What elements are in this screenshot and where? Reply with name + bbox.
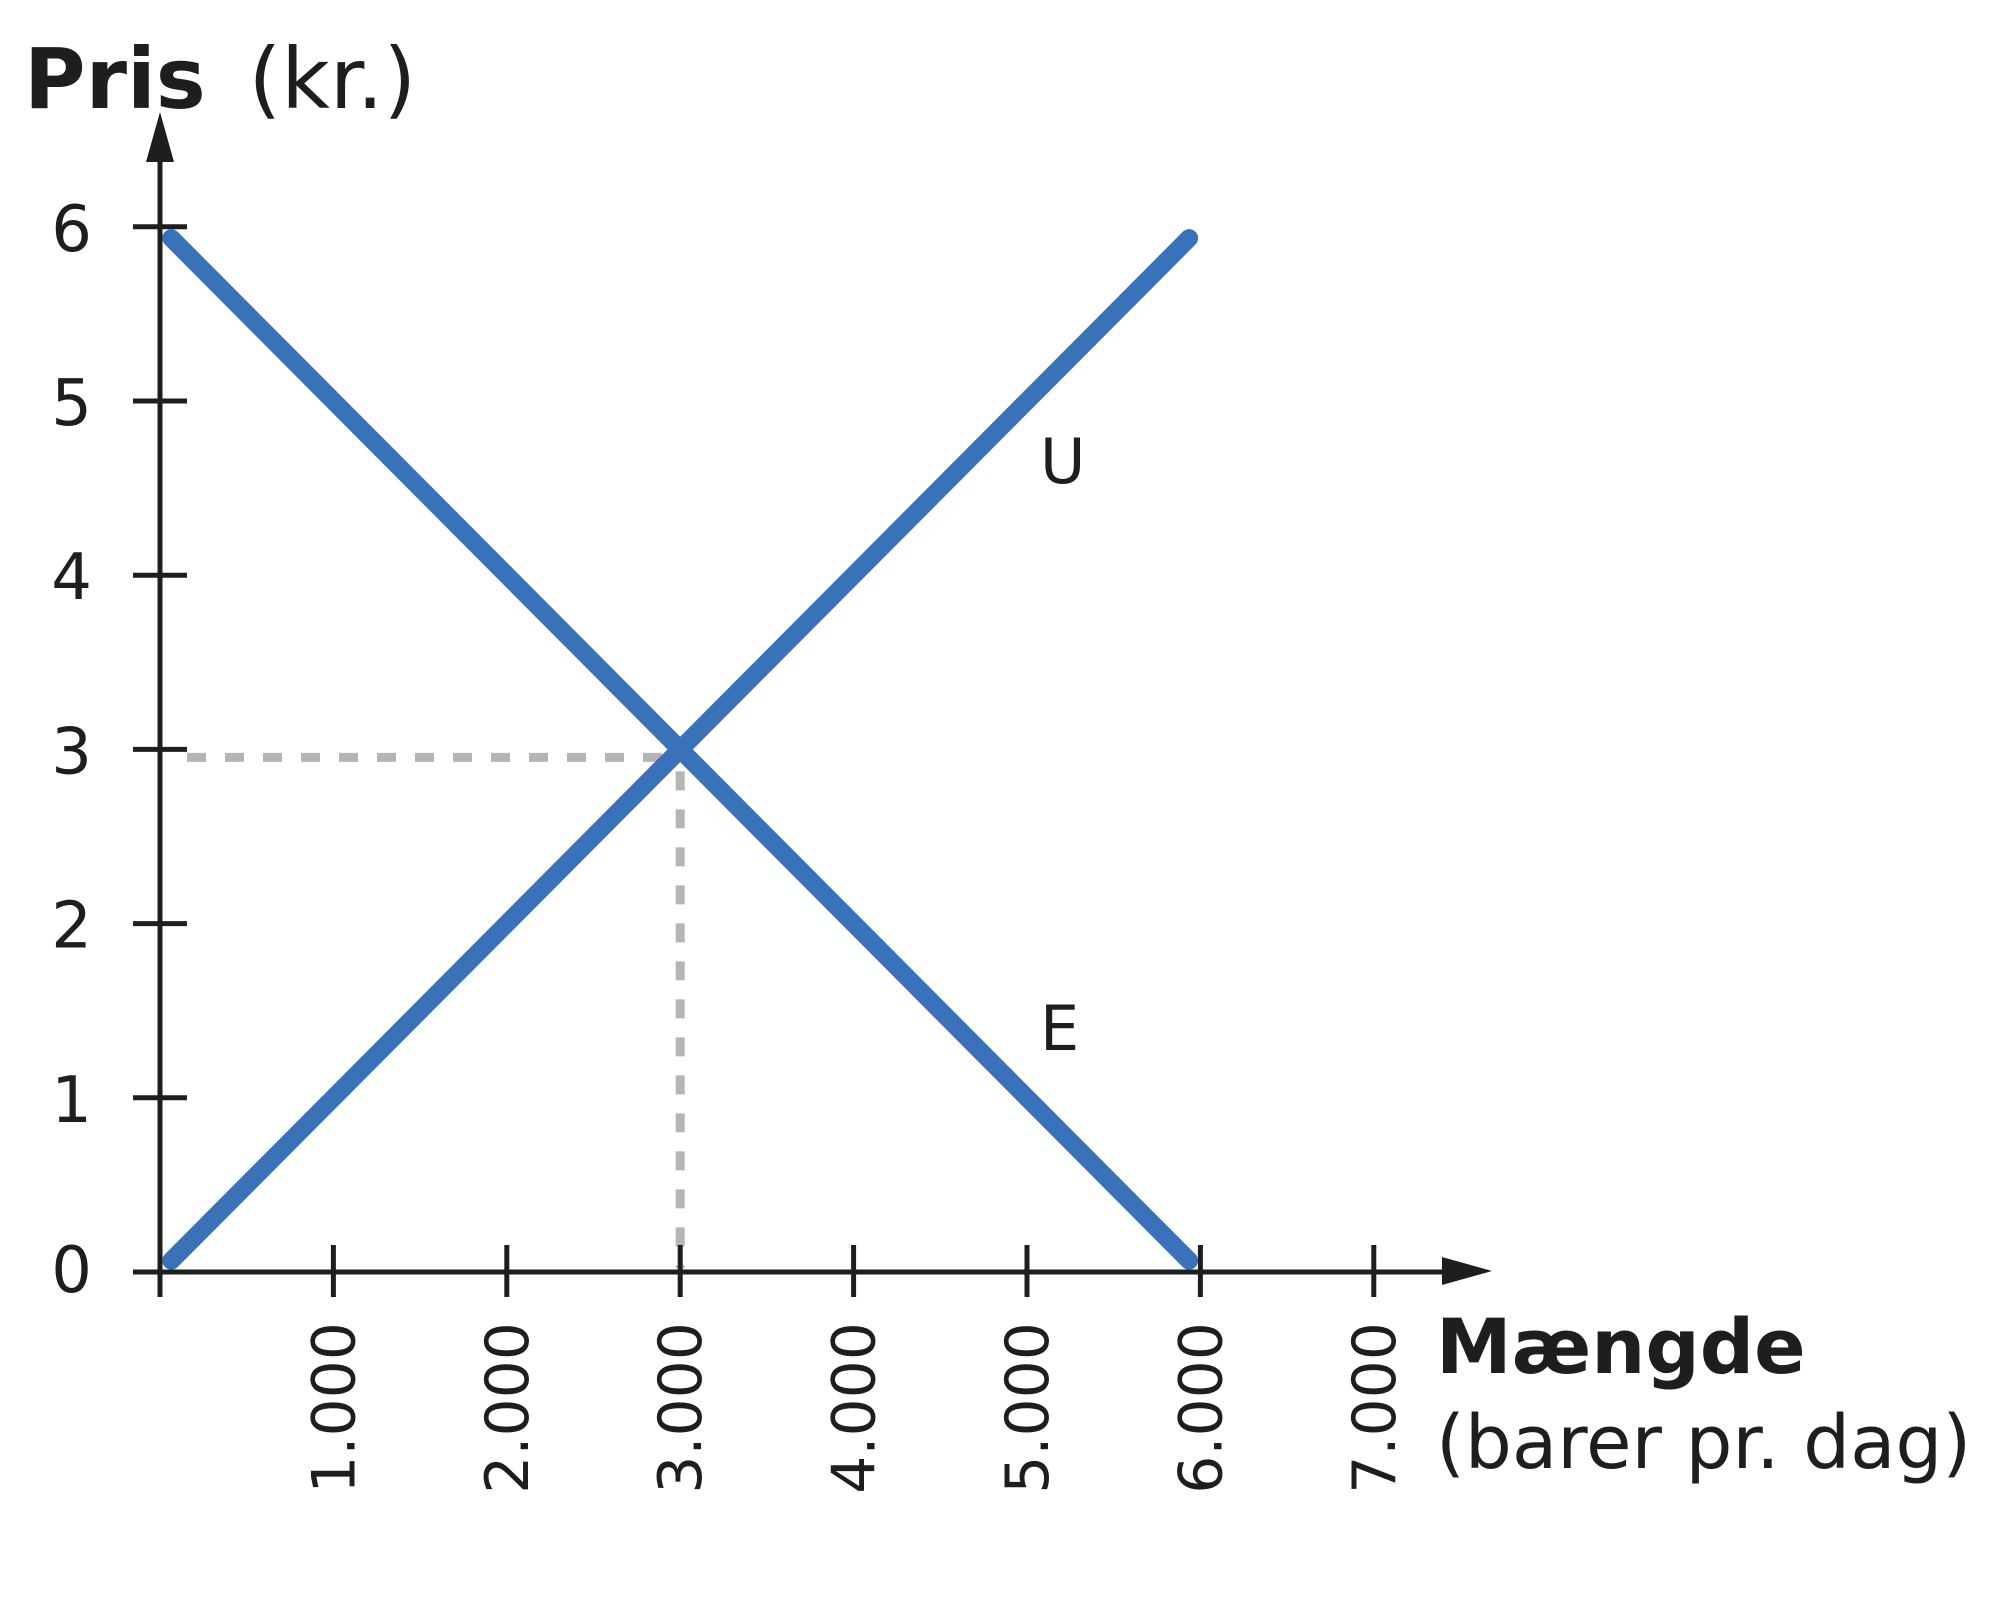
x-axis-title-main: Mængde xyxy=(1436,1302,1806,1391)
x-axis-ticks: 1.000 2.000 3.000 4.000 5.000 6.000 7.000 xyxy=(157,1245,1410,1494)
x-tick-label: 4.000 xyxy=(820,1322,890,1494)
demand-curve-label: E xyxy=(1040,992,1079,1065)
x-axis-arrow-icon xyxy=(1442,1257,1492,1285)
y-tick-label: 1 xyxy=(51,1064,92,1138)
y-tick-label: 4 xyxy=(51,541,92,615)
y-axis-ticks: 0 1 2 3 4 5 6 xyxy=(51,193,187,1308)
y-tick-label: 2 xyxy=(51,890,92,964)
x-tick-label: 5.000 xyxy=(993,1322,1063,1494)
y-axis-arrow-icon xyxy=(146,112,174,162)
x-tick-label: 1.000 xyxy=(299,1322,369,1494)
y-tick-label: 6 xyxy=(51,193,92,267)
x-tick-label: 3.000 xyxy=(646,1322,716,1494)
axes xyxy=(133,112,1492,1296)
x-tick-label: 2.000 xyxy=(473,1322,543,1494)
y-tick-label: 5 xyxy=(51,367,92,441)
x-tick-label: 7.000 xyxy=(1340,1322,1410,1494)
x-tick-label: 6.000 xyxy=(1166,1322,1236,1494)
supply-curve-label: U xyxy=(1040,425,1085,498)
y-axis-title-unit: (kr.) xyxy=(248,30,416,128)
y-tick-label: 3 xyxy=(51,715,92,789)
supply-curve xyxy=(162,229,1199,1270)
y-tick-label: 0 xyxy=(51,1234,92,1308)
y-axis-title: Pris (kr.) xyxy=(24,30,416,128)
equilibrium-guides xyxy=(187,752,685,1268)
x-axis-title-unit: (barer pr. dag) xyxy=(1436,1400,1971,1486)
y-axis-title-main: Pris xyxy=(24,30,206,128)
curves xyxy=(162,229,1199,1270)
